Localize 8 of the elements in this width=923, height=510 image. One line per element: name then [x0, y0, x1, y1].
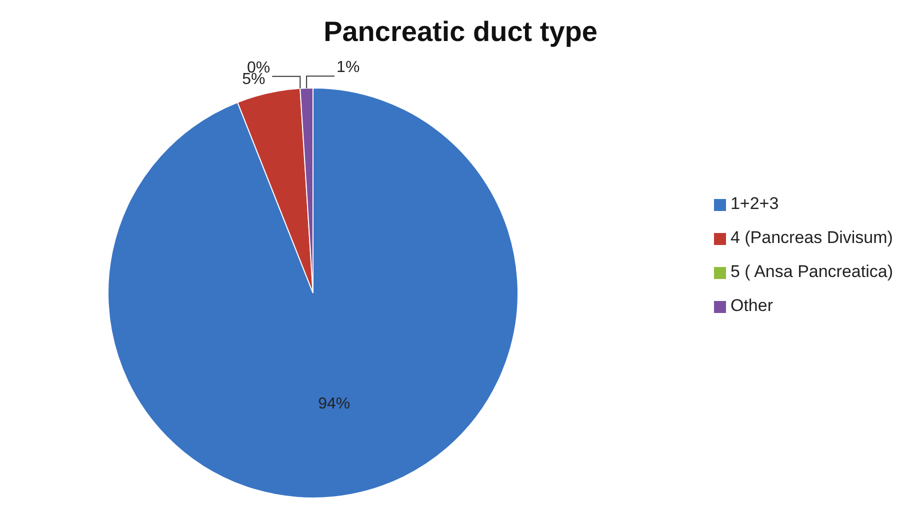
chart-title: Pancreatic duct type [322, 16, 598, 48]
data-label: 94% [318, 395, 350, 412]
pie-slice [108, 88, 518, 498]
legend-label: 4 (Pancreas Divisum) [730, 228, 893, 247]
legend-label: Other [730, 296, 773, 315]
legend-label: 1+2+3 [730, 194, 779, 213]
data-label: 1% [336, 59, 360, 76]
legend-label: 5 ( Ansa Pancreatica) [730, 262, 893, 281]
